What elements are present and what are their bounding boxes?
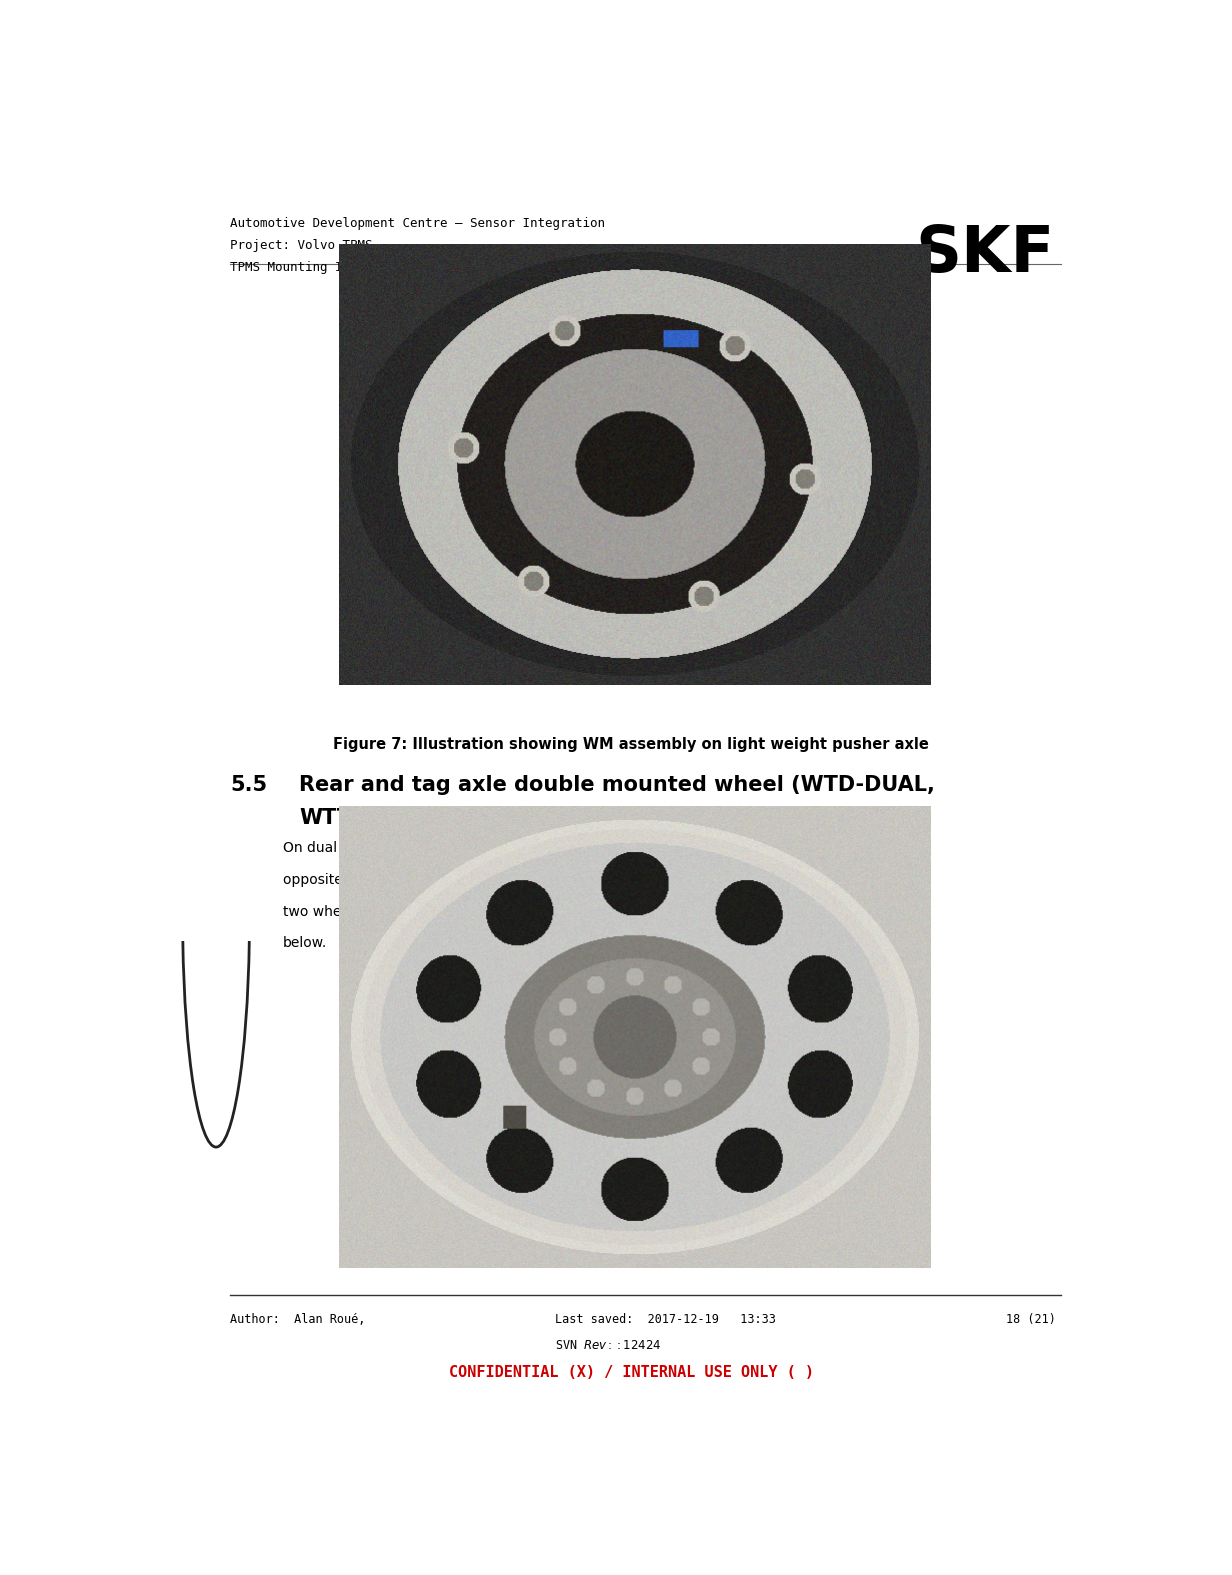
Text: Figure 7: Illustration showing WM assembly on light weight pusher axle: Figure 7: Illustration showing WM assemb…: [334, 737, 929, 753]
Text: Figure 8: Illustration showing WM assembly on dual mounted tires: Figure 8: Illustration showing WM assemb…: [355, 1192, 908, 1206]
Text: Last saved:  2017-12-19   13:33: Last saved: 2017-12-19 13:33: [554, 1314, 776, 1326]
Text: two wheel studs closest to the tire air valves, as illustrated in Figure 8: two wheel studs closest to the tire air …: [283, 904, 769, 918]
Text: Author:  Alan Roué,: Author: Alan Roué,: [230, 1314, 366, 1326]
Text: SKF: SKF: [915, 224, 1055, 285]
Text: SVN $Rev::  12424                    $: SVN $Rev:: 12424 $: [554, 1339, 662, 1351]
Text: CONFIDENTIAL (X) / INTERNAL USE ONLY ( ): CONFIDENTIAL (X) / INTERNAL USE ONLY ( ): [448, 1366, 814, 1380]
Text: On dual mounted wheels the two TPM WMs shall be mounted on the: On dual mounted wheels the two TPM WMs s…: [283, 841, 758, 855]
Text: opposite side (180°) of each other. The TPM WMs shall be positioned on the: opposite side (180°) of each other. The …: [283, 873, 809, 887]
Text: Project: Volvo TPMS: Project: Volvo TPMS: [230, 239, 373, 252]
Text: WTT-DUAL): WTT-DUAL): [299, 808, 429, 827]
Text: 5.5: 5.5: [230, 775, 267, 795]
Text: TPMS Mounting Instructions: TPMS Mounting Instructions: [230, 260, 425, 274]
Text: Rear and tag axle double mounted wheel (WTD-DUAL,: Rear and tag axle double mounted wheel (…: [299, 775, 935, 795]
Text: Automotive Development Centre – Sensor Integration: Automotive Development Centre – Sensor I…: [230, 217, 605, 230]
Text: below.: below.: [283, 936, 328, 950]
Text: 18 (21): 18 (21): [1007, 1314, 1056, 1326]
